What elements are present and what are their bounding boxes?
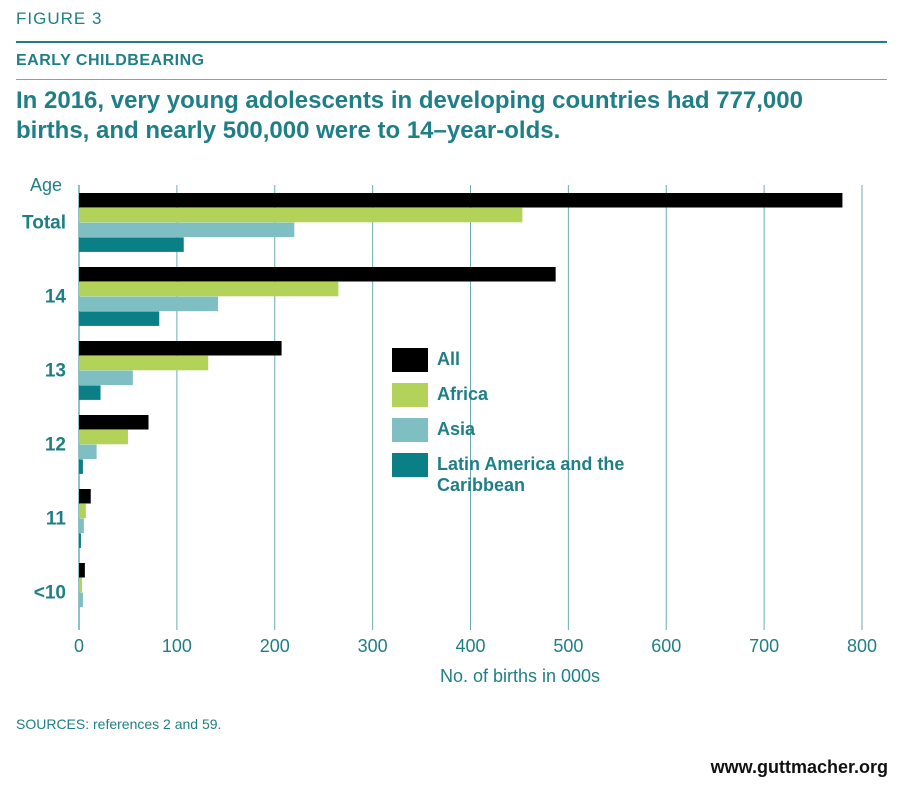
bar-africa xyxy=(79,503,86,519)
legend-label: All xyxy=(437,349,461,369)
bar-latin-america-and-the-caribbean xyxy=(79,311,160,326)
bar-africa xyxy=(79,281,339,297)
source-note: SOURCES: references 2 and 59. xyxy=(16,716,222,732)
category-label: 11 xyxy=(46,509,67,530)
bar-africa xyxy=(79,355,209,371)
bar-africa xyxy=(79,207,523,223)
bar-all xyxy=(79,267,556,282)
legend-label: Latin America and the Caribbean xyxy=(437,454,625,495)
x-tick-label: 200 xyxy=(260,636,290,656)
bar-latin-america-and-the-caribbean xyxy=(79,533,81,548)
bar-asia xyxy=(79,518,84,534)
legend-swatch xyxy=(392,418,428,442)
bar-all xyxy=(79,415,149,430)
subtitle-rule xyxy=(16,79,887,80)
bar-asia xyxy=(79,296,218,312)
bar-africa xyxy=(79,429,128,445)
bar-asia xyxy=(79,444,97,460)
x-tick-label: 700 xyxy=(749,636,779,656)
x-tick-label: 800 xyxy=(847,636,877,656)
category-label: Total xyxy=(22,213,66,234)
legend-swatch xyxy=(392,383,428,407)
x-tick-label: 100 xyxy=(162,636,192,656)
header-rule xyxy=(16,41,887,43)
x-tick-label: 500 xyxy=(553,636,583,656)
bar-latin-america-and-the-caribbean xyxy=(79,237,184,252)
y-axis-title: Age xyxy=(30,175,62,195)
bar-all xyxy=(79,563,85,578)
x-tick-label: 0 xyxy=(74,636,84,656)
legend-label: Asia xyxy=(437,419,476,439)
figure-subtitle: EARLY CHILDBEARING xyxy=(16,52,205,69)
category-label: 12 xyxy=(45,435,66,456)
bar-asia xyxy=(79,222,295,238)
legend-swatch xyxy=(392,348,428,372)
legend-label: Africa xyxy=(437,384,489,404)
category-label: 14 xyxy=(45,287,67,308)
bar-africa xyxy=(79,577,82,593)
x-tick-label: 300 xyxy=(358,636,388,656)
bar-asia xyxy=(79,592,83,608)
bar-all xyxy=(79,489,91,504)
x-tick-label: 400 xyxy=(455,636,485,656)
category-label: <10 xyxy=(34,583,66,604)
bar-latin-america-and-the-caribbean xyxy=(79,385,101,400)
bar-latin-america-and-the-caribbean xyxy=(79,459,83,474)
website-link[interactable]: www.guttmacher.org xyxy=(710,757,888,777)
bar-all xyxy=(79,341,282,356)
figure-title: In 2016, very young adolescents in devel… xyxy=(16,87,803,144)
legend-swatch xyxy=(392,453,428,477)
bar-asia xyxy=(79,370,133,386)
bar-chart: 0 100 200 300 400 500 600 700 800 No. of births i… xyxy=(22,175,877,686)
bar-all xyxy=(79,193,843,208)
x-axis-title: No. of births in 000s xyxy=(440,666,600,686)
x-tick-label: 600 xyxy=(651,636,681,656)
figure-label: FIGURE 3 xyxy=(16,9,103,28)
category-label: 13 xyxy=(45,361,66,382)
